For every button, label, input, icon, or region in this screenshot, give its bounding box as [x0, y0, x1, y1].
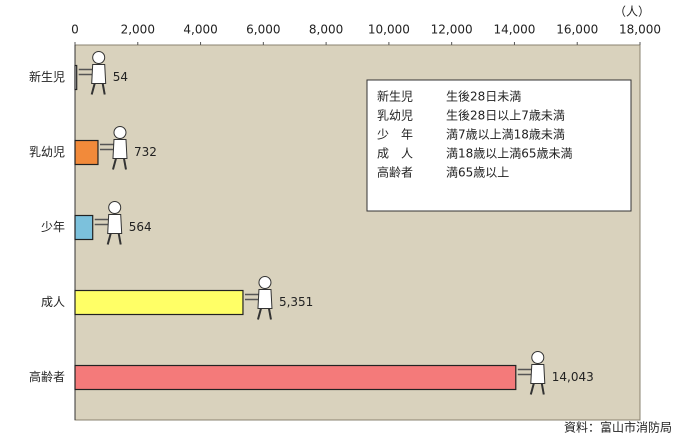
rescuer-icon-part	[112, 158, 117, 170]
x-tick-label: 4,000	[183, 23, 217, 37]
rescuer-icon-part	[540, 383, 545, 395]
x-tick-label: 0	[71, 23, 79, 37]
rescuer-icon-part	[531, 351, 545, 364]
rescuer-icon-part	[530, 364, 546, 384]
rescuer-icon-part	[117, 233, 122, 245]
rescuer-icon	[517, 351, 546, 395]
legend-term: 高齢者	[377, 165, 413, 180]
x-tick-label: 6,000	[246, 23, 280, 37]
rescuer-icon-part	[257, 289, 273, 309]
bar	[74, 214, 94, 241]
rescuer-icon	[99, 126, 128, 170]
rescuer-icon-part	[101, 83, 106, 95]
rescuer-icon-part	[107, 214, 123, 234]
x-tick-label: 12,000	[431, 23, 473, 37]
rescuer-icon	[78, 51, 107, 95]
y-tick-label: 乳幼児	[29, 145, 65, 159]
y-tick-label: 高齢者	[29, 369, 65, 384]
y-tick-label: 少年	[41, 220, 65, 234]
legend-term: 成 人	[377, 147, 413, 161]
rescuer-icon-part	[122, 158, 127, 170]
legend-text: 満7歳以上満18歳未満	[446, 128, 565, 142]
y-tick-label: 成人	[41, 295, 65, 309]
legend-term: 少 年	[377, 128, 413, 142]
rescuer-icon-part	[92, 51, 106, 64]
x-tick-label: 2,000	[121, 23, 155, 37]
rescuer-icon-part	[106, 233, 112, 245]
x-tick-label: 8,000	[309, 23, 343, 37]
legend-term: 新生児	[377, 89, 413, 104]
legend-box	[366, 79, 632, 212]
value-label: 54	[113, 70, 128, 84]
rescuer-icon-part	[529, 383, 535, 395]
rescuer-icon-part	[90, 83, 96, 95]
y-tick-label: 新生児	[29, 69, 65, 84]
value-label: 564	[129, 220, 152, 234]
rescuer-icon	[244, 276, 273, 320]
x-tick-label: 10,000	[368, 23, 410, 37]
rescuer-icon-part	[267, 308, 272, 320]
bar	[74, 139, 99, 166]
bar	[74, 289, 244, 316]
x-tick-label: 18,000	[619, 23, 661, 37]
x-tick-label: 16,000	[556, 23, 598, 37]
rescuer-icon-part	[256, 308, 262, 320]
rescuer-icon-part	[113, 126, 127, 139]
rescuer-icon-part	[91, 64, 107, 84]
bar	[74, 364, 517, 391]
legend-text: 生後28日以上7歳未満	[446, 109, 565, 123]
x-tick-label: 14,000	[493, 23, 535, 37]
rescuer-icon	[94, 201, 123, 245]
source: 資料：富山市消防局	[564, 420, 672, 435]
value-label: 14,043	[552, 370, 594, 384]
bar	[74, 64, 78, 91]
legend-text: 生後28日未満	[446, 90, 521, 104]
rescuer-icon-part	[112, 139, 128, 159]
value-label: 732	[134, 145, 157, 159]
legend-text: 満65歳以上	[446, 166, 509, 180]
rescuer-icon-part	[108, 201, 122, 214]
value-label: 5,351	[279, 295, 313, 309]
legend-text: 満18歳以上満65歳未満	[446, 147, 573, 161]
unit-label: （人）	[614, 5, 650, 19]
legend-term: 乳幼児	[377, 109, 413, 123]
rescuer-icon-part	[258, 276, 272, 289]
